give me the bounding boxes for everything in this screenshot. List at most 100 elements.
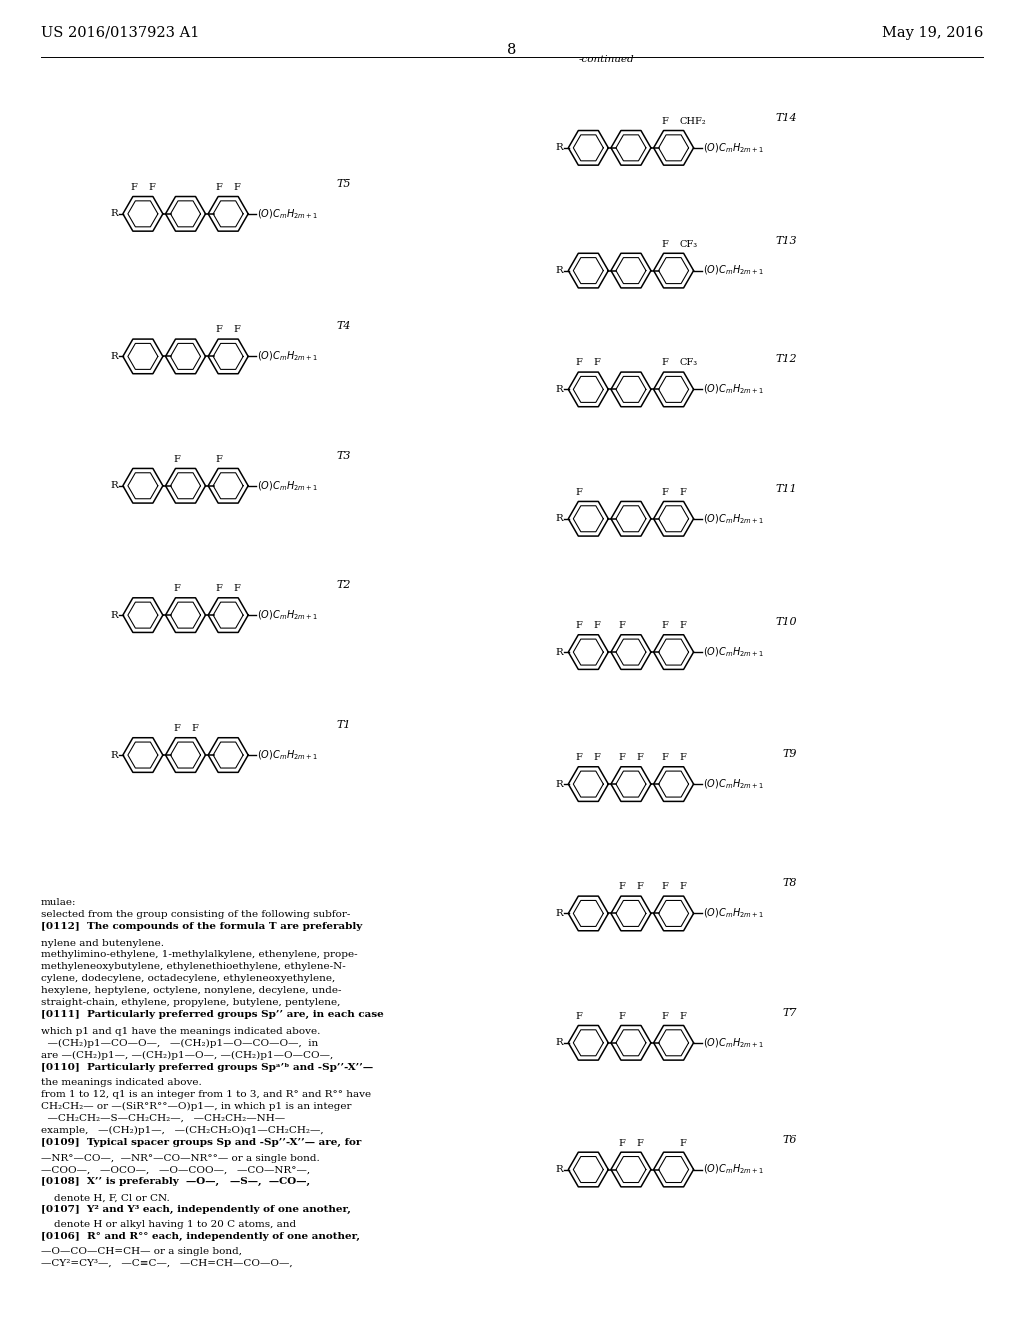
- Text: R: R: [556, 780, 563, 788]
- Text: $(O)C_mH_{2m+1}$: $(O)C_mH_{2m+1}$: [702, 1163, 764, 1176]
- Text: F: F: [662, 240, 668, 248]
- Text: from 1 to 12, q1 is an integer from 1 to 3, and R° and R°° have: from 1 to 12, q1 is an integer from 1 to…: [41, 1090, 371, 1100]
- Text: R: R: [556, 909, 563, 917]
- Text: F: F: [216, 455, 222, 463]
- Text: F: F: [594, 754, 601, 762]
- Text: —COO—,   —OCO—,   —O—COO—,   —CO—NR°—,: —COO—, —OCO—, —O—COO—, —CO—NR°—,: [41, 1166, 310, 1175]
- Text: US 2016/0137923 A1: US 2016/0137923 A1: [41, 26, 200, 40]
- Text: T8: T8: [782, 878, 797, 888]
- Text: F: F: [679, 1012, 686, 1020]
- Text: F: F: [216, 183, 222, 191]
- Text: methyleneoxybutylene, ethylenethioethylene, ethylene-N-: methyleneoxybutylene, ethylenethioethyle…: [41, 962, 346, 972]
- Text: R: R: [556, 144, 563, 152]
- Text: F: F: [637, 754, 643, 762]
- Text: $(O)C_mH_{2m+1}$: $(O)C_mH_{2m+1}$: [702, 1036, 764, 1049]
- Text: F: F: [662, 488, 668, 496]
- Text: F: F: [130, 183, 137, 191]
- Text: —NR°—CO—,  —NR°—CO—NR°°— or a single bond.: —NR°—CO—, —NR°—CO—NR°°— or a single bond…: [41, 1154, 319, 1163]
- Text: T11: T11: [775, 483, 797, 494]
- Text: [0108]  X’’ is preferably  —O—,   —S—,  —CO—,: [0108] X’’ is preferably —O—, —S—, —CO—,: [41, 1177, 310, 1187]
- Text: which p1 and q1 have the meanings indicated above.: which p1 and q1 have the meanings indica…: [41, 1027, 321, 1036]
- Text: F: F: [618, 754, 626, 762]
- Text: $(O)C_mH_{2m+1}$: $(O)C_mH_{2m+1}$: [702, 777, 764, 791]
- Text: F: F: [233, 183, 241, 191]
- Text: —O—CO—CH=CH— or a single bond,: —O—CO—CH=CH— or a single bond,: [41, 1246, 242, 1255]
- Text: $(O)C_mH_{2m+1}$: $(O)C_mH_{2m+1}$: [702, 512, 764, 525]
- Text: F: F: [173, 725, 180, 733]
- Text: [0106]  R° and R°° each, independently of one another,: [0106] R° and R°° each, independently of…: [41, 1232, 360, 1241]
- Text: T12: T12: [775, 354, 797, 364]
- Text: —(CH₂)p1—CO—O—,   —(CH₂)p1—O—CO—O—,  in: —(CH₂)p1—CO—O—, —(CH₂)p1—O—CO—O—, in: [41, 1039, 318, 1048]
- Text: T2: T2: [337, 579, 351, 590]
- Text: $(O)C_mH_{2m+1}$: $(O)C_mH_{2m+1}$: [257, 479, 318, 492]
- Text: —CH₂CH₂—S—CH₂CH₂—,   —CH₂CH₂—NH—: —CH₂CH₂—S—CH₂CH₂—, —CH₂CH₂—NH—: [41, 1114, 285, 1123]
- Text: [0112]  The compounds of the formula T are preferably: [0112] The compounds of the formula T ar…: [41, 921, 362, 931]
- Text: $(O)C_mH_{2m+1}$: $(O)C_mH_{2m+1}$: [257, 748, 318, 762]
- Text: denote H, F, Cl or CN.: denote H, F, Cl or CN.: [41, 1193, 170, 1203]
- Text: methylimino-ethylene, 1-methylalkylene, ethenylene, prope-: methylimino-ethylene, 1-methylalkylene, …: [41, 950, 357, 960]
- Text: F: F: [575, 754, 583, 762]
- Text: T14: T14: [775, 112, 797, 123]
- Text: F: F: [662, 883, 668, 891]
- Text: F: F: [594, 359, 601, 367]
- Text: R: R: [111, 611, 118, 619]
- Text: straight-chain, ethylene, propylene, butylene, pentylene,: straight-chain, ethylene, propylene, but…: [41, 998, 340, 1007]
- Text: $(O)C_mH_{2m+1}$: $(O)C_mH_{2m+1}$: [702, 383, 764, 396]
- Text: T9: T9: [782, 748, 797, 759]
- Text: R: R: [111, 210, 118, 218]
- Text: F: F: [575, 1012, 583, 1020]
- Text: R: R: [111, 352, 118, 360]
- Text: selected from the group consisting of the following subfor-: selected from the group consisting of th…: [41, 911, 350, 919]
- Text: $(O)C_mH_{2m+1}$: $(O)C_mH_{2m+1}$: [702, 264, 764, 277]
- Text: $(O)C_mH_{2m+1}$: $(O)C_mH_{2m+1}$: [702, 907, 764, 920]
- Text: the meanings indicated above.: the meanings indicated above.: [41, 1078, 202, 1088]
- Text: -continued: -continued: [579, 55, 634, 65]
- Text: F: F: [575, 622, 583, 630]
- Text: F: F: [594, 622, 601, 630]
- Text: F: F: [216, 585, 222, 593]
- Text: F: F: [191, 725, 198, 733]
- Text: example,   —(CH₂)p1—,   —(CH₂CH₂O)q1—CH₂CH₂—,: example, —(CH₂)p1—, —(CH₂CH₂O)q1—CH₂CH₂—…: [41, 1126, 324, 1135]
- Text: F: F: [662, 117, 668, 125]
- Text: F: F: [575, 359, 583, 367]
- Text: $(O)C_mH_{2m+1}$: $(O)C_mH_{2m+1}$: [702, 141, 764, 154]
- Text: F: F: [618, 1012, 626, 1020]
- Text: F: F: [679, 488, 686, 496]
- Text: hexylene, heptylene, octylene, nonylene, decylene, unde-: hexylene, heptylene, octylene, nonylene,…: [41, 986, 341, 995]
- Text: R: R: [556, 385, 563, 393]
- Text: F: F: [662, 359, 668, 367]
- Text: R: R: [556, 1166, 563, 1173]
- Text: T7: T7: [782, 1007, 797, 1018]
- Text: R: R: [556, 515, 563, 523]
- Text: nylene and butenylene.: nylene and butenylene.: [41, 939, 164, 948]
- Text: F: F: [233, 585, 241, 593]
- Text: R: R: [556, 1039, 563, 1047]
- Text: F: F: [216, 326, 222, 334]
- Text: —CY²=CY³—,   —C≡C—,   —CH=CH—CO—O—,: —CY²=CY³—, —C≡C—, —CH=CH—CO—O—,: [41, 1259, 293, 1267]
- Text: F: F: [148, 183, 156, 191]
- Text: denote H or alkyl having 1 to 20 C atoms, and: denote H or alkyl having 1 to 20 C atoms…: [41, 1220, 296, 1229]
- Text: T4: T4: [337, 321, 351, 331]
- Text: F: F: [679, 1139, 686, 1147]
- Text: CF₃: CF₃: [680, 240, 697, 248]
- Text: $(O)C_mH_{2m+1}$: $(O)C_mH_{2m+1}$: [257, 350, 318, 363]
- Text: T1: T1: [337, 719, 351, 730]
- Text: are —(CH₂)p1—, —(CH₂)p1—O—, —(CH₂)p1—O—CO—,: are —(CH₂)p1—, —(CH₂)p1—O—, —(CH₂)p1—O—C…: [41, 1051, 333, 1060]
- Text: F: F: [679, 754, 686, 762]
- Text: [0111]  Particularly preferred groups Sp’’ are, in each case: [0111] Particularly preferred groups Sp’…: [41, 1010, 384, 1019]
- Text: 8: 8: [507, 44, 517, 57]
- Text: F: F: [618, 883, 626, 891]
- Text: F: F: [575, 488, 583, 496]
- Text: F: F: [618, 1139, 626, 1147]
- Text: F: F: [618, 622, 626, 630]
- Text: F: F: [662, 754, 668, 762]
- Text: R: R: [556, 267, 563, 275]
- Text: CF₃: CF₃: [680, 359, 697, 367]
- Text: cylene, dodecylene, octadecylene, ethyleneoxyethylene,: cylene, dodecylene, octadecylene, ethyle…: [41, 974, 335, 983]
- Text: mulae:: mulae:: [41, 898, 77, 907]
- Text: [0109]  Typical spacer groups Sp and -Sp’’-X’’— are, for: [0109] Typical spacer groups Sp and -Sp’…: [41, 1138, 361, 1147]
- Text: F: F: [173, 585, 180, 593]
- Text: F: F: [662, 1012, 668, 1020]
- Text: F: F: [637, 883, 643, 891]
- Text: R: R: [556, 648, 563, 656]
